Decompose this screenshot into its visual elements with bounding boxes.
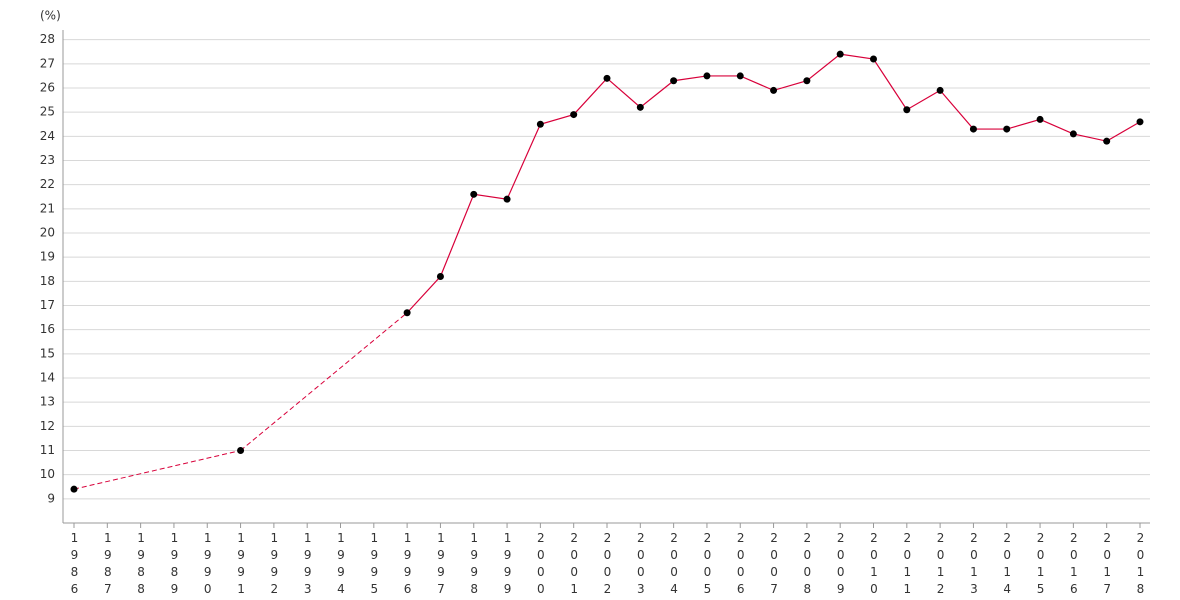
x-tick-label: 2010 [867, 531, 881, 599]
point [603, 74, 611, 82]
point [736, 72, 744, 80]
x-tick-label: 2002 [601, 531, 615, 599]
point [536, 120, 544, 128]
x-tick-label: 2017 [1100, 531, 1114, 599]
y-tick-label: 16 [40, 322, 55, 336]
x-tick-label: 1999 [501, 531, 515, 599]
point [703, 72, 711, 80]
x-tick-label: 1990 [201, 531, 215, 599]
y-tick-label: 18 [40, 274, 55, 288]
x-tick-label: 1994 [334, 531, 348, 599]
x-tick-label: 2014 [1000, 531, 1014, 599]
y-unit: (%) [40, 9, 61, 23]
x-tick-label: 2003 [634, 531, 648, 599]
x-tick-label: 2006 [734, 531, 748, 599]
x-tick-label: 1995 [367, 531, 381, 599]
point [1003, 125, 1011, 133]
x-tick-label: 2015 [1034, 531, 1048, 599]
point [836, 50, 844, 58]
y-tick-label: 22 [40, 177, 55, 191]
point [436, 273, 444, 280]
point [503, 195, 511, 203]
point [1069, 130, 1077, 138]
x-tick-label: 2004 [667, 531, 681, 599]
x-tick-label: 1986 [68, 531, 82, 599]
y-tick-label: 17 [40, 298, 55, 312]
x-tick-label: 2016 [1067, 531, 1081, 599]
point [870, 55, 877, 63]
y-tick-label: 28 [40, 32, 55, 46]
point [470, 190, 478, 198]
x-tick-label: 2011 [900, 531, 914, 599]
y-tick-label: 9 [47, 491, 55, 505]
x-tick-label: 1989 [167, 531, 181, 599]
x-tick-label: 1992 [267, 531, 281, 599]
y-tick-label: 23 [40, 153, 55, 167]
point [803, 77, 811, 85]
point [237, 447, 245, 454]
y-tick-label: 24 [40, 129, 55, 143]
point [670, 77, 678, 85]
point [1103, 137, 1111, 145]
point [936, 86, 944, 94]
y-tick-label: 20 [40, 226, 55, 240]
y-tick-label: 13 [40, 395, 55, 409]
x-tick-label: 1987 [101, 531, 115, 599]
y-tick-label: 10 [40, 467, 55, 481]
x-tick-label: 1998 [467, 531, 481, 599]
x-tick-label: 2013 [967, 531, 981, 599]
x-tick-label: 2018 [1134, 531, 1148, 599]
y-tick-label: 14 [40, 371, 55, 385]
x-tick-label: 2009 [834, 531, 848, 599]
gap-bridge [240, 312, 408, 451]
x-tick-label: 2005 [700, 531, 714, 599]
point [70, 485, 78, 493]
y-tick-label: 12 [40, 419, 55, 433]
point [903, 106, 911, 114]
x-tick-label: 1997 [434, 531, 448, 599]
y-tick-label: 15 [40, 346, 55, 360]
x-tick-label: 2008 [800, 531, 814, 599]
x-tick-label: 1993 [301, 531, 315, 599]
y-tick-label: 25 [40, 105, 55, 119]
point [636, 103, 644, 111]
x-tick-label: 2007 [767, 531, 781, 599]
point [1136, 118, 1144, 126]
gap-bridge [73, 450, 241, 490]
point [570, 111, 578, 119]
x-tick-label: 1996 [401, 531, 415, 599]
x-tick-label: 2000 [534, 531, 548, 599]
y-tick-label: 19 [40, 250, 55, 264]
x-tick-label: 1988 [134, 531, 148, 599]
point [1036, 115, 1044, 123]
point [403, 309, 411, 317]
y-tick-label: 26 [40, 81, 55, 95]
point [969, 125, 977, 133]
x-tick-label: 2012 [934, 531, 948, 599]
point [770, 86, 778, 94]
y-tick-label: 21 [40, 201, 55, 215]
y-tick-label: 11 [40, 443, 55, 457]
y-tick-label: 27 [40, 56, 55, 70]
x-tick-label: 1991 [234, 531, 248, 599]
x-tick-label: 2001 [567, 531, 581, 599]
